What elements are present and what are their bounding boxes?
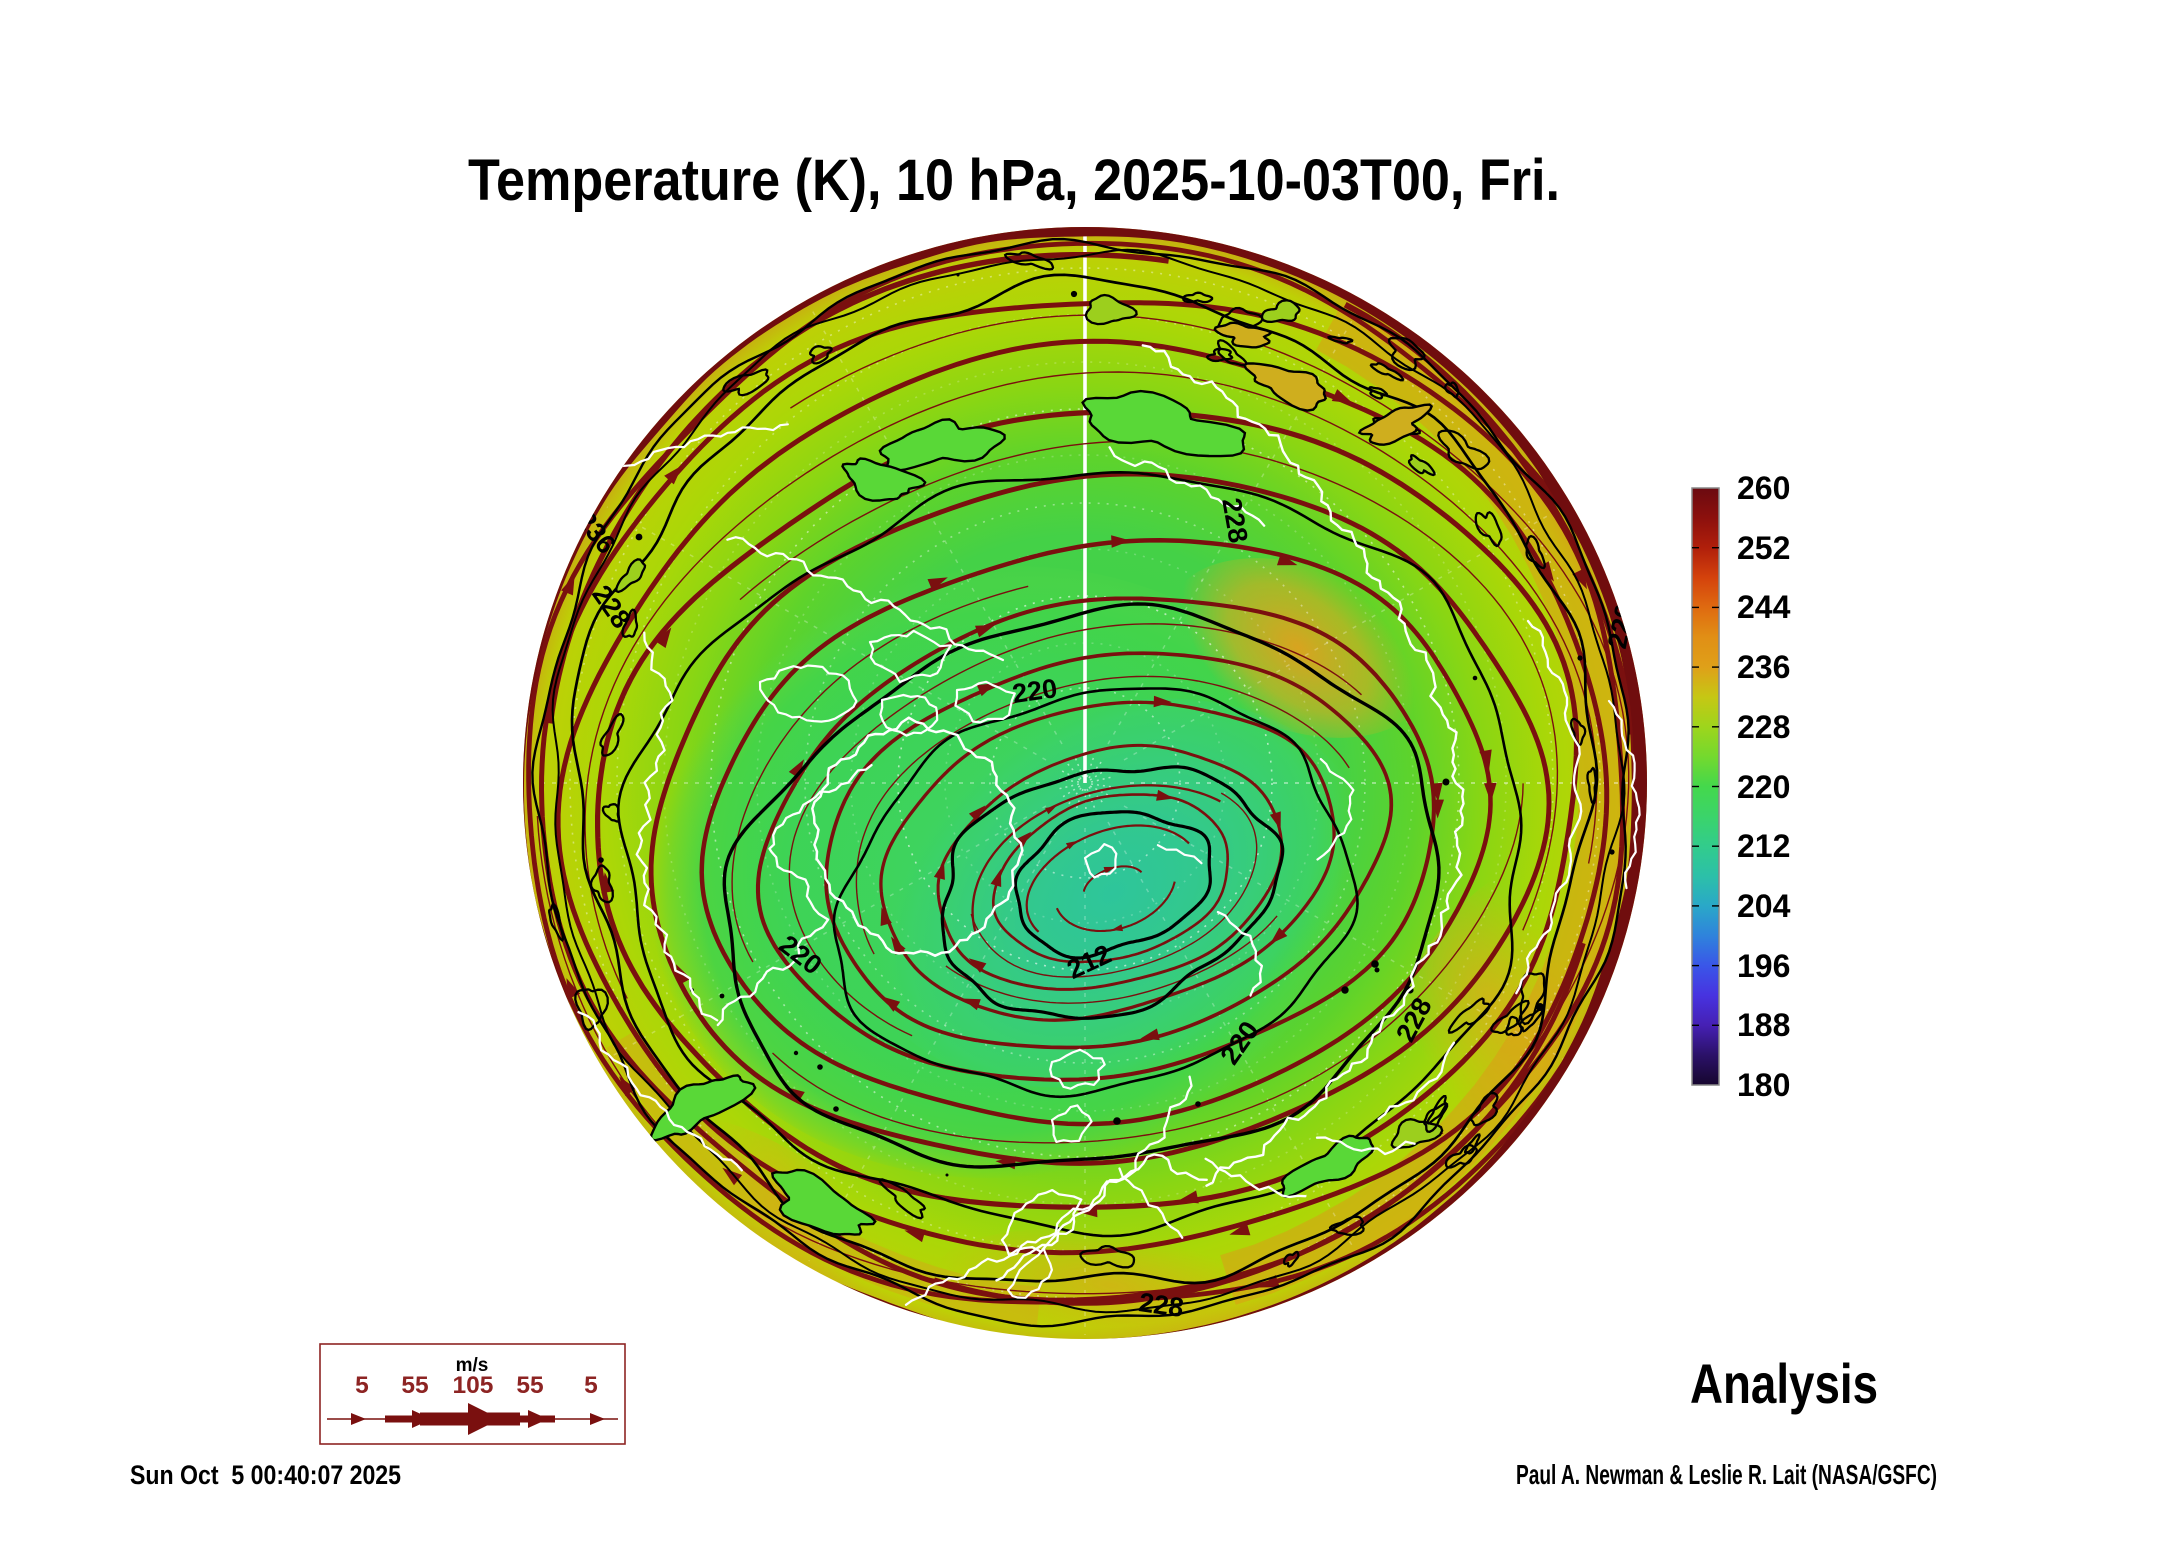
svg-text:220: 220 xyxy=(1010,673,1059,709)
svg-text:196: 196 xyxy=(1737,948,1790,984)
svg-text:Paul A. Newman & Leslie R. Lai: Paul A. Newman & Leslie R. Lait (NASA/GS… xyxy=(1516,1459,1937,1490)
svg-text:55: 55 xyxy=(516,1372,543,1399)
svg-text:5: 5 xyxy=(355,1372,369,1399)
svg-text:252: 252 xyxy=(1737,530,1790,566)
svg-text:Temperature (K), 10 hPa, 2025-: Temperature (K), 10 hPa, 2025-10-03T00, … xyxy=(468,148,1560,213)
svg-text:Analysis: Analysis xyxy=(1690,1352,1878,1415)
svg-text:180: 180 xyxy=(1737,1067,1790,1103)
svg-text:105: 105 xyxy=(453,1372,494,1399)
svg-text:188: 188 xyxy=(1737,1007,1790,1043)
svg-text:Sun Oct 5 00:40:07 2025: Sun Oct 5 00:40:07 2025 xyxy=(130,1460,401,1490)
svg-text:228: 228 xyxy=(1737,709,1790,745)
svg-text:212: 212 xyxy=(1737,828,1790,864)
svg-text:220: 220 xyxy=(1737,769,1790,805)
svg-text:260: 260 xyxy=(1737,470,1790,506)
svg-text:204: 204 xyxy=(1737,888,1791,924)
svg-text:236: 236 xyxy=(1737,649,1790,685)
svg-text:228: 228 xyxy=(1137,1287,1186,1323)
svg-text:55: 55 xyxy=(401,1372,428,1399)
svg-text:m/s: m/s xyxy=(456,1355,489,1376)
svg-text:5: 5 xyxy=(584,1372,598,1399)
svg-text:244: 244 xyxy=(1737,589,1791,625)
